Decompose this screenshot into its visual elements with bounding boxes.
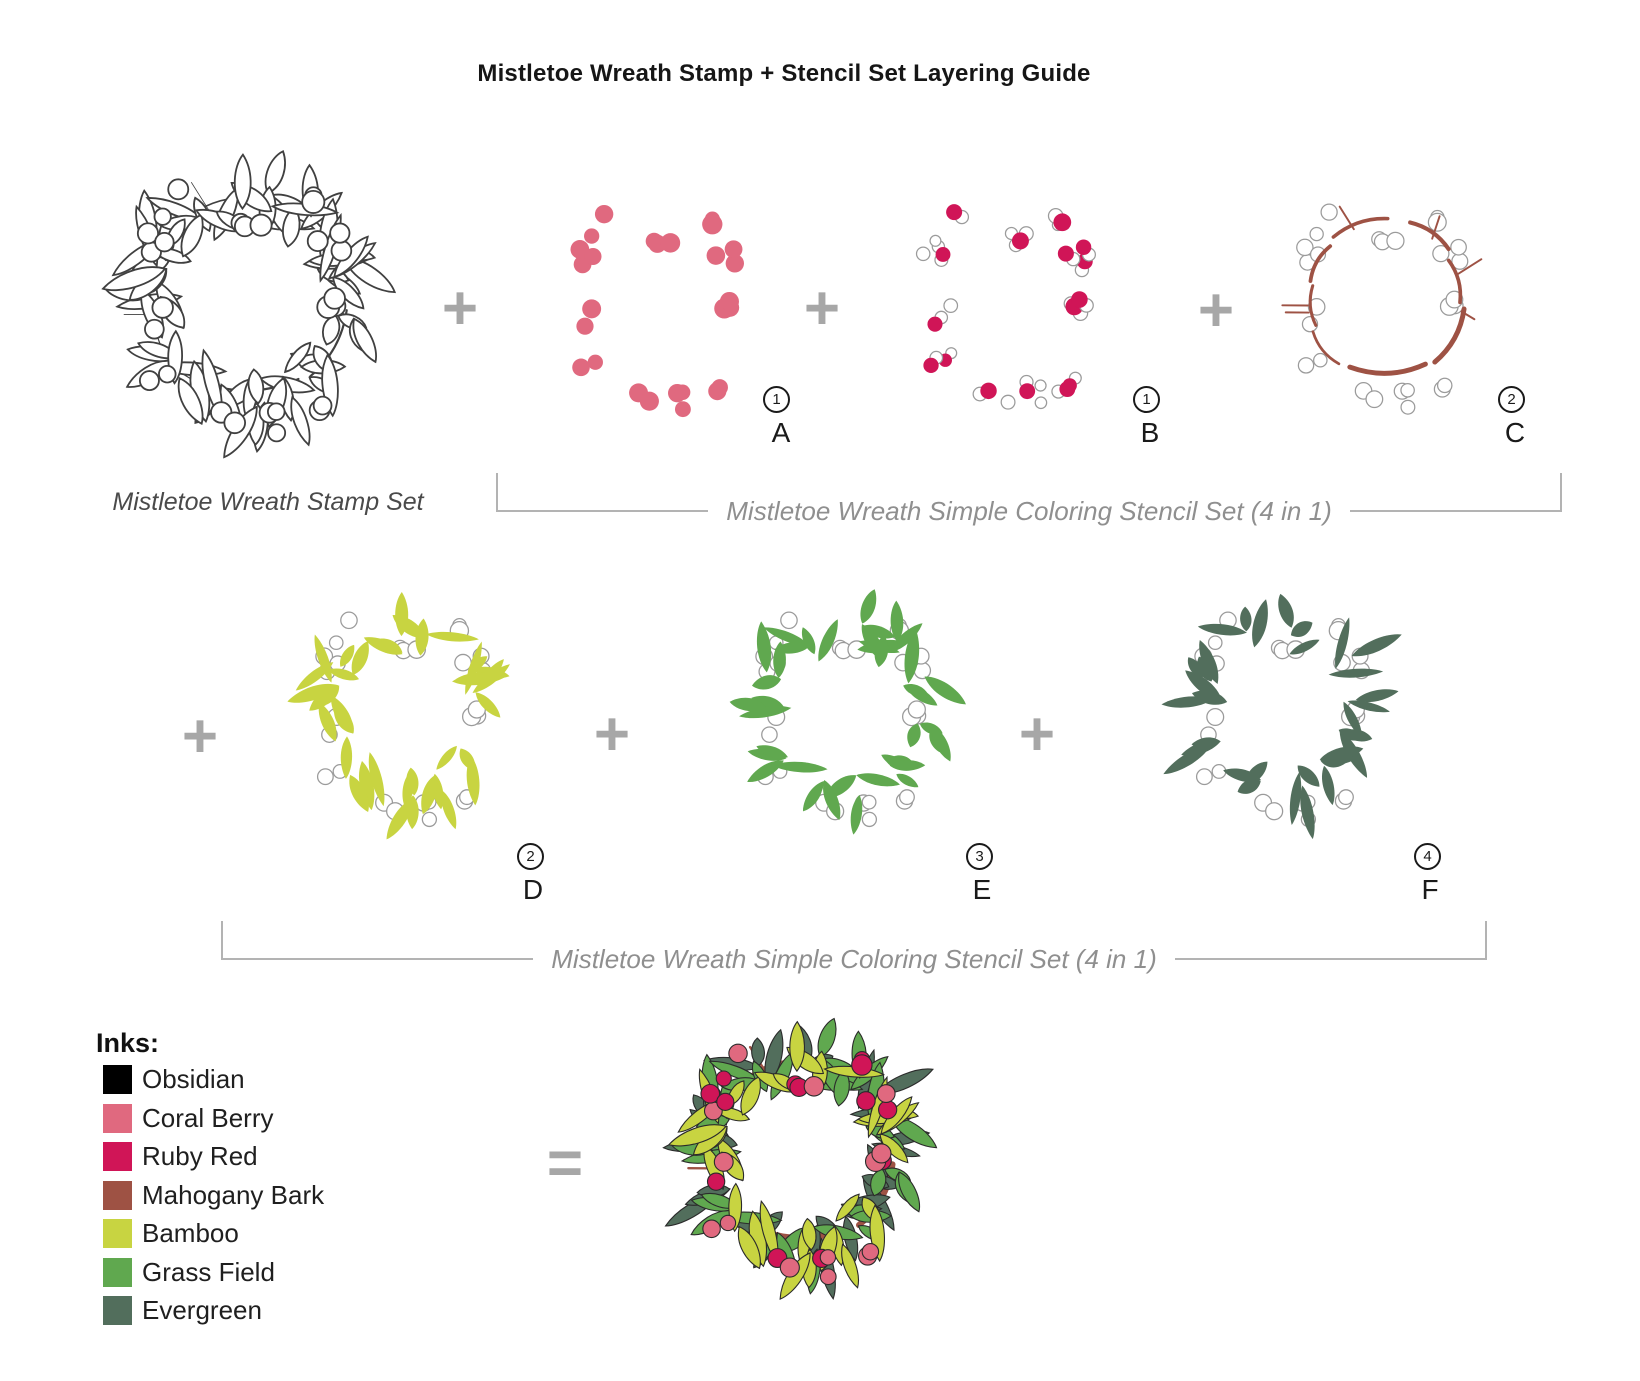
- stamp-caption: Mistletoe Wreath Stamp Set: [112, 488, 424, 516]
- bracket-rule: [496, 510, 709, 512]
- ink-name: Obsidian: [142, 1064, 245, 1094]
- bracket-tick: [496, 473, 498, 511]
- step-badge-a: 1: [763, 386, 790, 413]
- final-colored-wreath-graphic: [662, 1017, 938, 1300]
- layer-letter-d: D: [522, 874, 544, 905]
- bracket-tick: [1485, 921, 1487, 959]
- layer-d-wreath-graphic: [287, 591, 510, 840]
- ink-swatch-ruby-red: [103, 1142, 132, 1171]
- equals-icon: =: [546, 1129, 584, 1198]
- bracket-rule: [1174, 958, 1487, 960]
- ink-swatch-bamboo: [103, 1219, 132, 1248]
- ink-name: Bamboo: [142, 1218, 239, 1248]
- layer-a-wreath-graphic: [570, 204, 745, 418]
- step-badge-c: 2: [1498, 386, 1525, 413]
- ink-name: Evergreen: [142, 1295, 262, 1325]
- bracket-tick: [221, 921, 223, 959]
- legend-row: Ruby Red: [103, 1142, 324, 1171]
- ink-swatch-evergreen: [103, 1296, 132, 1325]
- bracket-tick: [1560, 473, 1562, 511]
- inks-heading: Inks:: [96, 1028, 160, 1058]
- layer-c-wreath-graphic: [1281, 203, 1483, 415]
- ink-name: Mahogany Bark: [142, 1179, 325, 1210]
- ink-swatch-grass-field: [103, 1257, 132, 1287]
- layer-b-wreath-graphic: [915, 204, 1096, 410]
- bracket-rule: [221, 958, 534, 960]
- layer-letter-e: E: [972, 874, 992, 905]
- ink-name: Ruby Red: [142, 1141, 258, 1171]
- plus-icon: +: [181, 702, 219, 771]
- ink-swatch-mahogany-bark: [103, 1180, 132, 1210]
- ink-name: Grass Field: [142, 1256, 275, 1287]
- legend-row: Coral Berry: [103, 1102, 324, 1133]
- layer-letter-b: B: [1140, 417, 1160, 448]
- legend-row: Bamboo: [103, 1219, 324, 1248]
- inks-legend: Inks: Obsidian Coral Berry Ruby Red Maho…: [96, 1028, 324, 1325]
- plus-icon: +: [1018, 700, 1056, 769]
- bracket-row2: Mistletoe Wreath Simple Coloring Stencil…: [221, 945, 1487, 973]
- legend-row: Grass Field: [103, 1256, 324, 1287]
- plus-icon: +: [441, 274, 479, 343]
- bracket-row1: Mistletoe Wreath Simple Coloring Stencil…: [496, 497, 1562, 525]
- plus-icon: +: [593, 700, 631, 769]
- legend-row: Obsidian: [103, 1065, 324, 1094]
- plus-icon: +: [803, 274, 841, 343]
- step-badge-d: 2: [517, 843, 544, 870]
- layer-letter-f: F: [1421, 874, 1439, 905]
- legend-row: Evergreen: [103, 1296, 324, 1325]
- stamp-wreath-graphic: [101, 150, 396, 459]
- ink-name: Coral Berry: [142, 1102, 274, 1133]
- bracket-caption: Mistletoe Wreath Simple Coloring Stencil…: [726, 496, 1332, 526]
- page-title: Mistletoe Wreath Stamp + Stencil Set Lay…: [477, 60, 1091, 87]
- legend-rows: Obsidian Coral Berry Ruby Red Mahogany B…: [96, 1065, 324, 1325]
- plus-icon: +: [1197, 276, 1235, 345]
- layer-f-wreath-graphic: [1161, 593, 1402, 840]
- step-badge-b: 1: [1133, 386, 1160, 413]
- layer-e-wreath-graphic: [729, 589, 966, 835]
- step-badge-f: 4: [1414, 843, 1441, 870]
- bracket-caption: Mistletoe Wreath Simple Coloring Stencil…: [551, 944, 1157, 974]
- legend-row: Mahogany Bark: [103, 1179, 325, 1210]
- layer-letter-c: C: [1504, 417, 1526, 448]
- layer-letter-a: A: [771, 417, 791, 448]
- ink-swatch-coral-berry: [103, 1103, 132, 1133]
- ink-swatch-obsidian: [103, 1065, 132, 1094]
- step-badge-e: 3: [966, 843, 993, 870]
- bracket-rule: [1349, 510, 1562, 512]
